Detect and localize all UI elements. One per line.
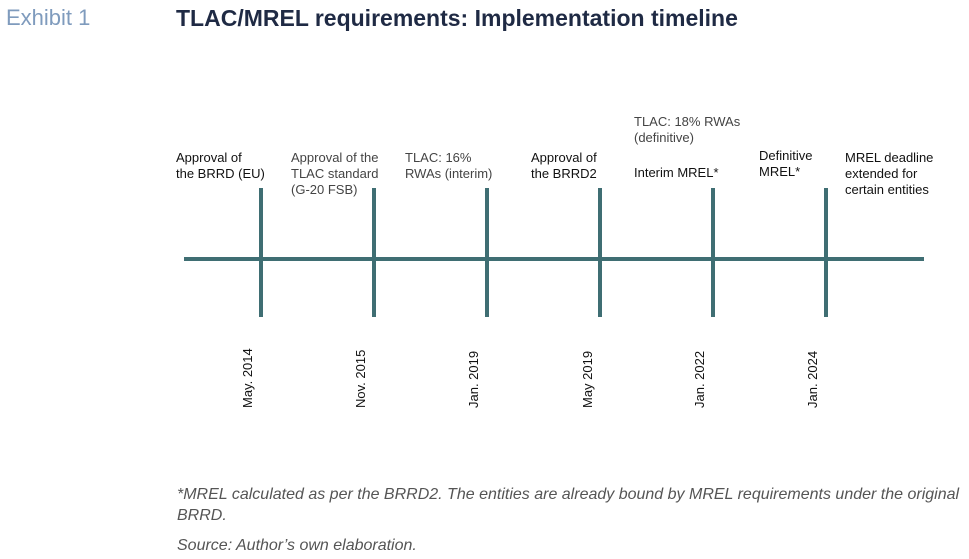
milestone-label-5: Interim MREL* <box>634 165 719 180</box>
exhibit-label: Exhibit 1 <box>6 5 91 30</box>
milestone-date-6: Jan. 2024 <box>805 350 820 408</box>
footnote: *MREL calculated as per the BRRD2. The e… <box>177 486 960 524</box>
source-note: Source: Author’s own elaboration. <box>177 537 417 554</box>
milestone-label-6: Definitive MREL* <box>759 148 813 179</box>
milestone-date-1: May. 2014 <box>240 348 255 408</box>
end-label: MREL deadline extended for certain entit… <box>845 150 934 197</box>
milestone-date-4: May 2019 <box>580 350 595 408</box>
milestone-date-2: Nov. 2015 <box>353 349 368 408</box>
milestone-date-5: Jan. 2022 <box>692 350 707 408</box>
milestone-date-3: Jan. 2019 <box>466 350 481 408</box>
milestone-label-1: Approval of the BRRD (EU) <box>176 150 265 181</box>
milestone-label-4: Approval of the BRRD2 <box>531 150 597 181</box>
chart-title: TLAC/MREL requirements: Implementation t… <box>176 5 738 31</box>
milestone-label-3: TLAC: 16% RWAs (interim) <box>405 150 493 181</box>
milestone-label-5-top: TLAC: 18% RWAs (definitive) <box>634 114 741 145</box>
milestone-label-2: Approval of the TLAC standard (G-20 FSB) <box>291 150 379 197</box>
